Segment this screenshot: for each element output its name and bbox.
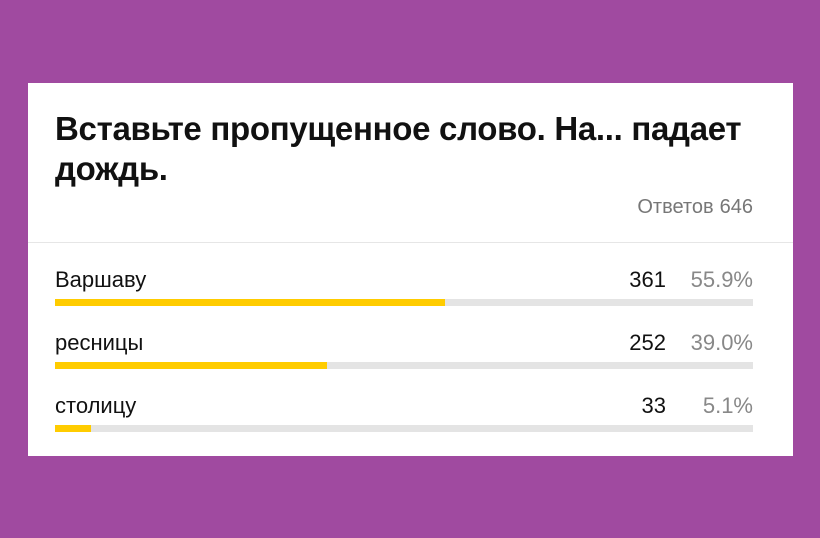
divider <box>28 242 793 243</box>
option-count: 33 <box>641 393 666 418</box>
option-bar-fill <box>55 362 328 369</box>
option-bar-fill <box>55 299 446 306</box>
poll-card: Вставьте пропущенное слово. На... падает… <box>28 83 793 456</box>
answers-label: Ответов <box>637 196 714 218</box>
poll-options: Варшаву 361 55.9% ресницы 252 39.0% стол… <box>55 263 753 452</box>
option-percent: 39.0% <box>690 330 753 355</box>
option-count: 252 <box>629 330 666 355</box>
answers-count: 646 <box>719 196 753 218</box>
option-bar-track <box>55 362 753 369</box>
option-bar-fill <box>55 425 91 432</box>
option-label: Варшаву <box>55 267 147 292</box>
poll-question: Вставьте пропущенное слово. На... падает… <box>55 110 742 187</box>
poll-option-varshavu[interactable]: Варшаву 361 55.9% <box>55 263 753 326</box>
answers-total: Ответов 646 <box>637 196 753 219</box>
option-label: столицу <box>55 393 137 418</box>
poll-option-resnitsy[interactable]: ресницы 252 39.0% <box>55 326 753 389</box>
option-percent: 55.9% <box>690 267 753 292</box>
poll-option-stolitsu[interactable]: столицу 33 5.1% <box>55 389 753 452</box>
option-bar-track <box>55 425 753 432</box>
option-count: 361 <box>629 267 666 292</box>
option-label: ресницы <box>55 330 144 355</box>
option-bar-track <box>55 299 753 306</box>
option-percent: 5.1% <box>702 393 753 418</box>
